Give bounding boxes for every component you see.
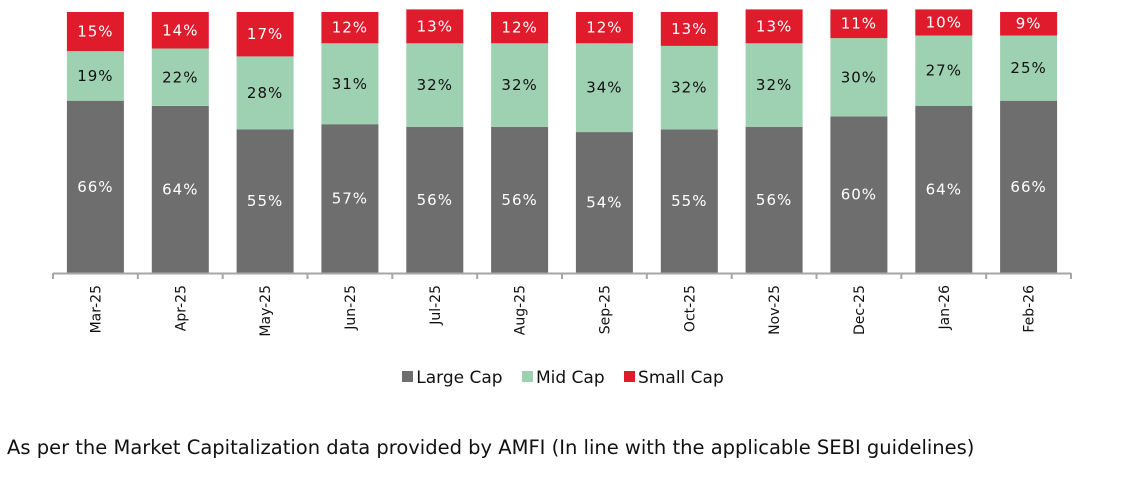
x-tick-label: Sep-25 <box>597 285 613 334</box>
bar-segment-mid-cap <box>660 45 718 130</box>
legend-swatch-large-cap <box>402 371 414 382</box>
data-label-large-cap: 66% <box>77 178 113 196</box>
data-label-mid-cap: 28% <box>247 84 283 102</box>
bar-segment-large-cap <box>151 106 209 273</box>
data-label-mid-cap: 32% <box>417 76 453 94</box>
bar-segment-large-cap <box>491 126 549 273</box>
bar-segment-large-cap <box>66 100 124 273</box>
legend-swatch-small-cap <box>624 371 636 382</box>
legend-item-mid-cap: Mid Cap <box>521 368 605 388</box>
x-tick-label: Jan-26 <box>937 285 953 331</box>
bar-segment-large-cap <box>830 116 888 274</box>
x-tick-label: Jul-25 <box>428 285 444 326</box>
data-label-mid-cap: 34% <box>586 79 622 97</box>
bar-segment-small-cap <box>745 9 803 44</box>
bar-segment-mid-cap <box>151 48 209 106</box>
data-label-small-cap: 14% <box>162 21 198 39</box>
bar-segment-mid-cap <box>1000 35 1058 101</box>
bar-segment-large-cap <box>406 126 464 273</box>
data-label-small-cap: 11% <box>841 15 877 33</box>
bar-segment-large-cap <box>236 129 294 273</box>
data-label-small-cap: 12% <box>586 19 622 37</box>
data-label-large-cap: 54% <box>586 194 622 212</box>
bar-segment-small-cap <box>830 9 888 39</box>
x-tick-label: Feb-26 <box>1022 285 1038 333</box>
bar-segment-mid-cap <box>915 35 973 106</box>
data-label-large-cap: 66% <box>1010 178 1046 196</box>
bar-segment-mid-cap <box>491 43 549 127</box>
bar-segment-mid-cap <box>745 43 803 127</box>
x-tick-label: Oct-25 <box>682 285 698 332</box>
bar-segment-large-cap <box>321 124 379 273</box>
data-label-mid-cap: 22% <box>162 68 198 86</box>
data-label-small-cap: 17% <box>247 25 283 43</box>
data-label-large-cap: 56% <box>756 191 792 209</box>
legend-swatch-mid-cap <box>521 371 533 382</box>
data-label-small-cap: 13% <box>417 17 453 35</box>
data-label-large-cap: 56% <box>501 191 537 209</box>
x-axis-labels: Mar-25 Apr-25 May-25 Jun-25 Jul-25 Aug-25 Sep-… <box>88 285 1037 337</box>
bar-segment-mid-cap <box>830 38 888 117</box>
x-tick-label: Nov-25 <box>767 285 783 335</box>
data-label-mid-cap: 25% <box>1010 59 1046 77</box>
data-label-small-cap: 13% <box>671 20 707 38</box>
data-label-mid-cap: 32% <box>501 76 537 94</box>
bar-segment-large-cap <box>660 129 718 273</box>
data-label-large-cap: 56% <box>417 191 453 209</box>
x-tick-label: May-25 <box>258 285 274 337</box>
data-label-mid-cap: 31% <box>332 75 368 93</box>
bar-segment-small-cap <box>321 12 379 44</box>
data-label-small-cap: 12% <box>332 19 368 37</box>
bar-segment-large-cap <box>915 106 973 273</box>
legend-label-small-cap: Small Cap <box>638 368 724 388</box>
bar-segment-small-cap <box>1000 12 1058 36</box>
bar-segment-mid-cap <box>321 43 379 125</box>
legend: Large Cap Mid Cap Small Cap <box>0 368 1126 388</box>
data-label-large-cap: 57% <box>332 190 368 208</box>
bar-segment-mid-cap <box>66 51 124 101</box>
x-tick-label: Aug-25 <box>513 285 529 335</box>
bar-segment-small-cap <box>151 12 209 49</box>
bar-segment-large-cap <box>1000 100 1058 273</box>
bar-segment-small-cap <box>660 12 718 46</box>
bar-segment-small-cap <box>915 9 973 36</box>
data-label-large-cap: 55% <box>671 192 707 210</box>
data-label-mid-cap: 32% <box>756 76 792 94</box>
bar-segment-large-cap <box>745 126 803 273</box>
bars-group: 66% 19% 15% 64% 22% 14% 55% 28% 17% 57% 31% 12% 56% 3… <box>66 9 1058 274</box>
legend-label-large-cap: Large Cap <box>416 368 503 388</box>
bar-segment-mid-cap <box>406 43 464 127</box>
data-label-small-cap: 15% <box>77 23 113 41</box>
data-label-small-cap: 13% <box>756 17 792 35</box>
x-tick-label: Dec-25 <box>852 285 868 335</box>
bar-segment-large-cap <box>575 132 633 273</box>
data-label-mid-cap: 30% <box>841 68 877 86</box>
footnote: As per the Market Capitalization data pr… <box>7 436 975 459</box>
x-tick-label: Apr-25 <box>173 285 189 331</box>
data-label-small-cap: 9% <box>1016 15 1042 33</box>
data-label-large-cap: 60% <box>841 186 877 204</box>
bar-segment-small-cap <box>406 9 464 44</box>
bar-segment-small-cap <box>236 12 294 57</box>
data-label-large-cap: 55% <box>247 192 283 210</box>
data-label-small-cap: 12% <box>501 19 537 37</box>
bar-segment-small-cap <box>66 12 124 52</box>
legend-label-mid-cap: Mid Cap <box>535 368 605 388</box>
data-label-mid-cap: 27% <box>926 62 962 80</box>
bar-segment-small-cap <box>491 12 549 44</box>
stacked-bar-chart: 66% 19% 15% 64% 22% 14% 55% 28% 17% 57% 31% 12% 56% 3… <box>52 9 1072 337</box>
legend-item-small-cap: Small Cap <box>624 368 724 388</box>
bar-segment-mid-cap <box>575 43 633 132</box>
bar-segment-mid-cap <box>236 56 294 130</box>
data-label-small-cap: 10% <box>926 13 962 31</box>
data-label-mid-cap: 32% <box>671 79 707 97</box>
x-tick-label: Jun-25 <box>343 285 359 331</box>
bar-segment-small-cap <box>575 12 633 44</box>
data-label-large-cap: 64% <box>162 181 198 199</box>
legend-item-large-cap: Large Cap <box>402 368 503 388</box>
x-axis <box>52 272 1072 279</box>
data-label-mid-cap: 19% <box>77 67 113 85</box>
x-tick-label: Mar-25 <box>88 285 104 333</box>
data-label-large-cap: 64% <box>926 181 962 199</box>
